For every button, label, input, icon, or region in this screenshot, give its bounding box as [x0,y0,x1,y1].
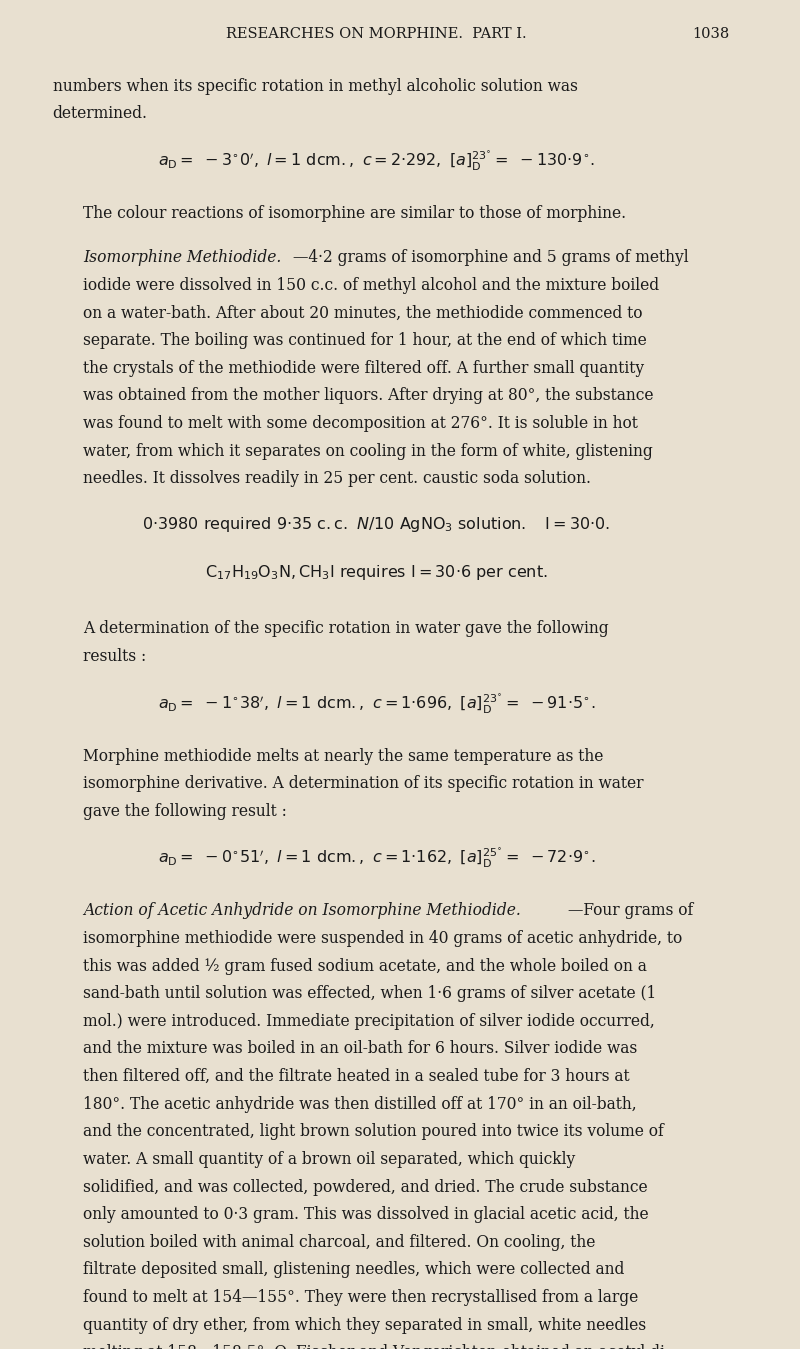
Text: was obtained from the mother liquors. After drying at 80°, the substance: was obtained from the mother liquors. Af… [82,387,654,405]
Text: A determination of the specific rotation in water gave the following: A determination of the specific rotation… [82,621,609,637]
Text: was found to melt with some decomposition at 276°. It is soluble in hot: was found to melt with some decompositio… [82,415,638,432]
Text: quantity of dry ether, from which they separated in small, white needles: quantity of dry ether, from which they s… [82,1317,646,1334]
Text: The colour reactions of isomorphine are similar to those of morphine.: The colour reactions of isomorphine are … [82,205,626,223]
Text: solution boiled with animal charcoal, and filtered. On cooling, the: solution boiled with animal charcoal, an… [82,1234,595,1251]
Text: —Four grams of: —Four grams of [568,902,693,920]
Text: mol.) were introduced. Immediate precipitation of silver iodide occurred,: mol.) were introduced. Immediate precipi… [82,1013,654,1029]
Text: numbers when its specific rotation in methyl alcoholic solution was: numbers when its specific rotation in me… [53,78,578,94]
Text: Isomorphine Methiodide.: Isomorphine Methiodide. [82,250,281,266]
Text: this was added ½ gram fused sodium acetate, and the whole boiled on a: this was added ½ gram fused sodium aceta… [82,958,646,974]
Text: only amounted to 0·3 gram. This was dissolved in glacial acetic acid, the: only amounted to 0·3 gram. This was diss… [82,1206,649,1224]
Text: 180°. The acetic anhydride was then distilled off at 170° in an oil-bath,: 180°. The acetic anhydride was then dist… [82,1095,637,1113]
Text: solidified, and was collected, powdered, and dried. The crude substance: solidified, and was collected, powdered,… [82,1179,647,1195]
Text: 1038: 1038 [693,27,730,42]
Text: $0{\cdot}3980\ \mathrm{required}\ 9{\cdot}35\ \mathrm{c.c.}\ N/10\ \mathrm{AgNO_: $0{\cdot}3980\ \mathrm{required}\ 9{\cdo… [142,515,610,534]
Text: Action of Acetic Anhydride on Isomorphine Methiodide.: Action of Acetic Anhydride on Isomorphin… [82,902,521,920]
Text: isomorphine methiodide were suspended in 40 grams of acetic anhydride, to: isomorphine methiodide were suspended in… [82,929,682,947]
Text: results :: results : [82,648,146,665]
Text: $a_{\mathrm{D}} = \ -0^{\circ}51', \ l = 1\ \mathrm{dcm}., \ c = 1{\cdot}162, \ : $a_{\mathrm{D}} = \ -0^{\circ}51', \ l =… [158,847,595,870]
Text: filtrate deposited small, glistening needles, which were collected and: filtrate deposited small, glistening nee… [82,1261,624,1279]
Text: the crystals of the methiodide were filtered off. A further small quantity: the crystals of the methiodide were filt… [82,360,644,376]
Text: —4·2 grams of isomorphine and 5 grams of methyl: —4·2 grams of isomorphine and 5 grams of… [294,250,689,266]
Text: separate. The boiling was continued for 1 hour, at the end of which time: separate. The boiling was continued for … [82,332,646,349]
Text: RESEARCHES ON MORPHINE.  PART I.: RESEARCHES ON MORPHINE. PART I. [226,27,526,42]
Text: on a water-bath. After about 20 minutes, the methiodide commenced to: on a water-bath. After about 20 minutes,… [82,305,642,321]
Text: $\mathrm{C_{17}H_{19}O_3N,CH_3I\ requires\ I} = 30{\cdot}6\ \mathrm{per\ cent.}$: $\mathrm{C_{17}H_{19}O_3N,CH_3I\ require… [205,563,548,581]
Text: melting at 158—158·5°. O. Fischer and Vongerichten obtained an acetyl di-: melting at 158—158·5°. O. Fischer and Vo… [82,1344,670,1349]
Text: and the mixture was boiled in an oil-bath for 6 hours. Silver iodide was: and the mixture was boiled in an oil-bat… [82,1040,637,1058]
Text: $a_{\mathrm{D}} = \ -1^{\circ}38', \ l = 1\ \mathrm{dcm}., \ c = 1{\cdot}696, \ : $a_{\mathrm{D}} = \ -1^{\circ}38', \ l =… [158,692,595,715]
Text: $a_{\mathrm{D}} = \ -3^{\circ}0', \ l = 1\ \mathrm{dcm}., \ c = 2{\cdot}292, \ [: $a_{\mathrm{D}} = \ -3^{\circ}0', \ l = … [158,150,594,173]
Text: sand-bath until solution was effected, when 1·6 grams of silver acetate (1: sand-bath until solution was effected, w… [82,985,656,1002]
Text: iodide were dissolved in 150 c.c. of methyl alcohol and the mixture boiled: iodide were dissolved in 150 c.c. of met… [82,277,659,294]
Text: water, from which it separates on cooling in the form of white, glistening: water, from which it separates on coolin… [82,442,653,460]
Text: Morphine methiodide melts at nearly the same temperature as the: Morphine methiodide melts at nearly the … [82,747,603,765]
Text: gave the following result :: gave the following result : [82,803,286,820]
Text: and the concentrated, light brown solution poured into twice its volume of: and the concentrated, light brown soluti… [82,1124,663,1140]
Text: then filtered off, and the filtrate heated in a sealed tube for 3 hours at: then filtered off, and the filtrate heat… [82,1068,630,1085]
Text: needles. It dissolves readily in 25 per cent. caustic soda solution.: needles. It dissolves readily in 25 per … [82,471,590,487]
Text: determined.: determined. [53,105,148,123]
Text: water. A small quantity of a brown oil separated, which quickly: water. A small quantity of a brown oil s… [82,1151,575,1168]
Text: isomorphine derivative. A determination of its specific rotation in water: isomorphine derivative. A determination … [82,776,643,792]
Text: found to melt at 154—155°. They were then recrystallised from a large: found to melt at 154—155°. They were the… [82,1288,638,1306]
